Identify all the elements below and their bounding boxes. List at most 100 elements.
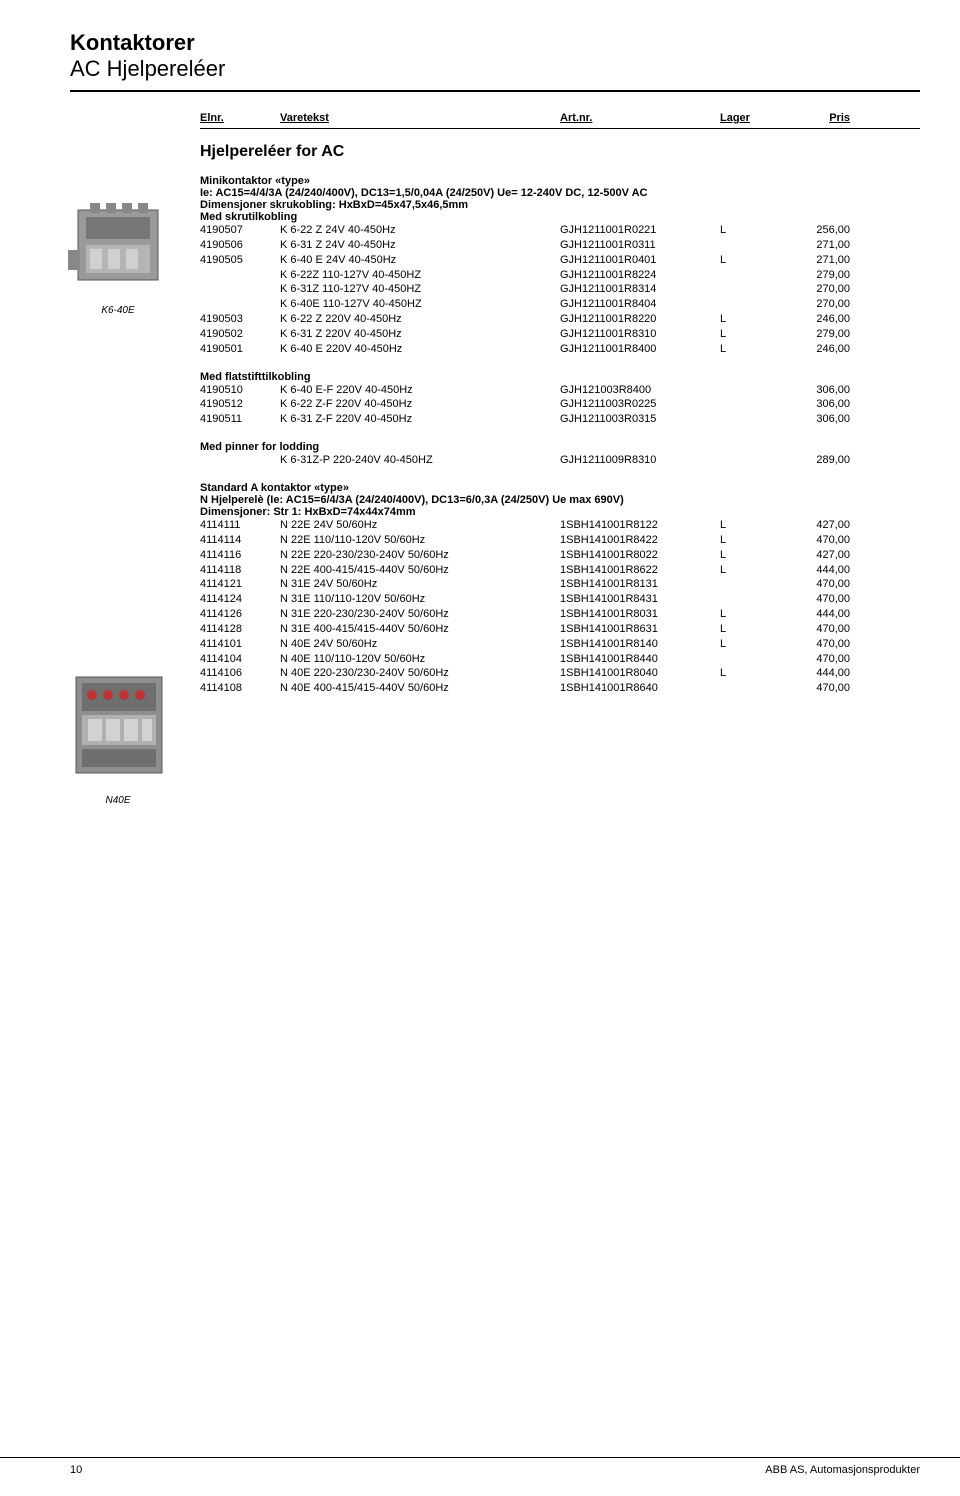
cell-elnr: 4114126 [200,607,280,622]
cell-pris: 427,00 [780,518,850,533]
cell-elnr: 4190501 [200,342,280,357]
cell-artnr: 1SBH141001R8122 [560,518,720,533]
table-row: 4114121N 31E 24V 50/60Hz1SBH141001R81314… [200,577,920,592]
table-row: K 6-31Z-P 220-240V 40-450HZGJH1211009R83… [200,453,920,468]
cell-pris: 271,00 [780,238,850,253]
cell-varetekst: K 6-22 Z 220V 40-450Hz [280,312,560,327]
cell-elnr: 4114118 [200,563,280,578]
table-row: 4190502K 6-31 Z 220V 40-450HzGJH1211001R… [200,327,920,342]
product-image-k6-40e: K6-40E [58,190,178,300]
cell-elnr: 4190511 [200,412,280,427]
cell-pris: 427,00 [780,548,850,563]
image-caption-1: K6-40E [58,305,178,316]
table-row: 4114111N 22E 24V 50/60Hz1SBH141001R8122L… [200,518,920,533]
table-row: K 6-31Z 110-127V 40-450HZGJH1211001R8314… [200,282,920,297]
cell-artnr: GJH1211009R8310 [560,453,720,468]
block-header-line: Med flatstifttilkobling [200,371,920,383]
cell-pris: 470,00 [780,681,850,696]
cell-elnr: 4190505 [200,253,280,268]
cell-elnr: 4190512 [200,397,280,412]
cell-lager: L [720,666,780,681]
block-standard-a: Standard A kontaktor «type»N Hjelperelè … [200,482,920,696]
cell-artnr: 1SBH141001R8422 [560,533,720,548]
cell-lager [720,577,780,592]
table-row: 4190501K 6-40 E 220V 40-450HzGJH1211001R… [200,342,920,357]
cell-elnr [200,282,280,297]
title-rule [70,90,920,92]
col-lager: Lager [720,112,780,124]
cell-varetekst: K 6-40 E-F 220V 40-450Hz [280,383,560,398]
table-row: 4114108N 40E 400-415/415-440V 50/60Hz1SB… [200,681,920,696]
table-row: 4190507K 6-22 Z 24V 40-450HzGJH1211001R0… [200,223,920,238]
cell-elnr: 4190502 [200,327,280,342]
cell-varetekst: N 31E 400-415/415-440V 50/60Hz [280,622,560,637]
cell-pris: 306,00 [780,397,850,412]
cell-artnr: GJH1211001R8220 [560,312,720,327]
cell-elnr: 4114106 [200,666,280,681]
cell-lager: L [720,518,780,533]
cell-artnr: GJH1211001R8224 [560,268,720,283]
cell-lager [720,238,780,253]
table-row: 4190510K 6-40 E-F 220V 40-450HzGJH121003… [200,383,920,398]
cell-artnr: 1SBH141001R8622 [560,563,720,578]
cell-artnr: 1SBH141001R8131 [560,577,720,592]
cell-elnr [200,268,280,283]
cell-varetekst: N 40E 400-415/415-440V 50/60Hz [280,681,560,696]
title-main: Kontaktorer [70,30,920,56]
cell-elnr [200,453,280,468]
cell-artnr: 1SBH141001R8022 [560,548,720,563]
cell-pris: 306,00 [780,383,850,398]
cell-lager: L [720,563,780,578]
cell-lager: L [720,533,780,548]
cell-lager: L [720,253,780,268]
cell-pris: 470,00 [780,533,850,548]
cell-pris: 289,00 [780,453,850,468]
contactor-icon [58,190,178,300]
cell-pris: 470,00 [780,637,850,652]
cell-artnr: 1SBH141001R8440 [560,652,720,667]
table-row: 4114128N 31E 400-415/415-440V 50/60Hz1SB… [200,622,920,637]
cell-elnr: 4114116 [200,548,280,563]
block-header-line: Med skrutilkobling [200,211,920,223]
cell-pris: 444,00 [780,666,850,681]
cell-artnr: GJH1211001R8404 [560,297,720,312]
cell-lager [720,383,780,398]
cell-varetekst: N 31E 110/110-120V 50/60Hz [280,592,560,607]
block-header-line: Minikontaktor «type» [200,175,920,187]
cell-varetekst: K 6-31 Z 220V 40-450Hz [280,327,560,342]
cell-lager: L [720,327,780,342]
cell-varetekst: N 40E 24V 50/60Hz [280,637,560,652]
cell-artnr: GJH1211001R0311 [560,238,720,253]
cell-pris: 270,00 [780,282,850,297]
cell-elnr: 4190506 [200,238,280,253]
cell-lager [720,412,780,427]
cell-pris: 470,00 [780,577,850,592]
cell-varetekst: K 6-40 E 24V 40-450Hz [280,253,560,268]
cell-pris: 246,00 [780,342,850,357]
cell-varetekst: K 6-31Z 110-127V 40-450HZ [280,282,560,297]
cell-varetekst: K 6-40 E 220V 40-450Hz [280,342,560,357]
section-title: Hjelpereléer for AC [200,143,920,161]
block-header-line: Med pinner for lodding [200,441,920,453]
table-row: 4190506K 6-31 Z 24V 40-450HzGJH1211001R0… [200,238,920,253]
cell-varetekst: N 40E 110/110-120V 50/60Hz [280,652,560,667]
cell-artnr: 1SBH141001R8040 [560,666,720,681]
table-row: 4114124N 31E 110/110-120V 50/60Hz1SBH141… [200,592,920,607]
title-sub: AC Hjelpereléer [70,56,920,82]
cell-pris: 270,00 [780,297,850,312]
cell-lager [720,268,780,283]
cell-artnr: 1SBH141001R8431 [560,592,720,607]
cell-elnr: 4114121 [200,577,280,592]
table-row: K 6-40E 110-127V 40-450HZGJH1211001R8404… [200,297,920,312]
block-pinner: Med pinner for loddingK 6-31Z-P 220-240V… [200,441,920,468]
cell-elnr: 4190503 [200,312,280,327]
cell-elnr: 4114111 [200,518,280,533]
table-row: 4114104N 40E 110/110-120V 50/60Hz1SBH141… [200,652,920,667]
cell-artnr: 1SBH141001R8140 [560,637,720,652]
cell-artnr: GJH1211003R0225 [560,397,720,412]
block-header-line: N Hjelperelè (Ie: AC15=6/4/3A (24/240/40… [200,494,920,506]
cell-artnr: GJH1211001R0401 [560,253,720,268]
cell-artnr: GJH1211001R8314 [560,282,720,297]
cell-pris: 470,00 [780,622,850,637]
cell-varetekst: K 6-22Z 110-127V 40-450HZ [280,268,560,283]
